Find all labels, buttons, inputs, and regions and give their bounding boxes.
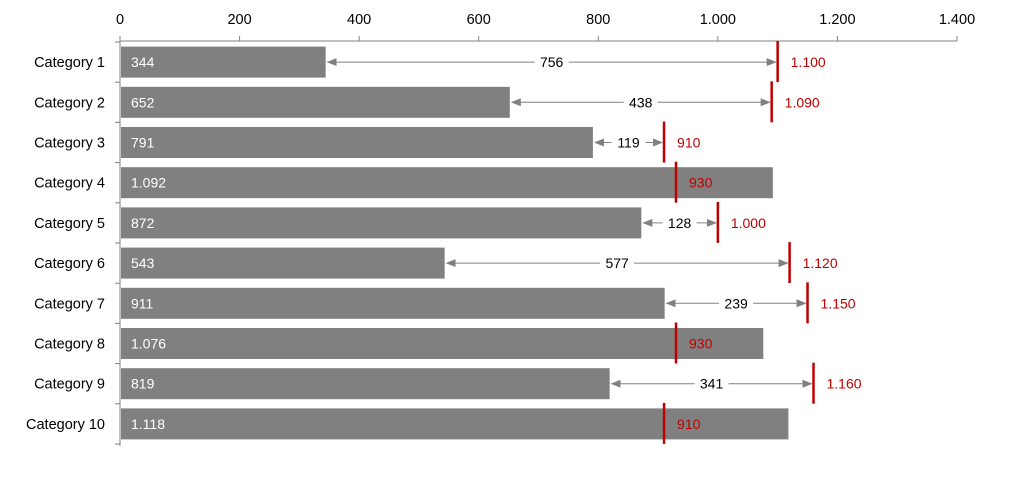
- x-tick-label: 800: [586, 12, 610, 28]
- bar-value-label: 1.076: [131, 336, 166, 352]
- category-label: Category 4: [34, 176, 105, 192]
- bar-value-label: 911: [131, 295, 154, 311]
- bar-value-label: 791: [131, 135, 155, 151]
- category-label: Category 2: [34, 95, 105, 111]
- category-label: Category 7: [34, 296, 105, 312]
- target-label: 1.090: [785, 94, 820, 110]
- target-label: 1.000: [731, 215, 766, 231]
- bar-value-label: 872: [131, 215, 155, 231]
- gap-label: 577: [605, 255, 629, 271]
- x-tick-label: 0: [116, 12, 124, 28]
- category-label: Category 5: [34, 216, 105, 232]
- bar: [121, 408, 789, 440]
- x-tick-label: 1.000: [700, 12, 736, 28]
- bar: [121, 287, 665, 319]
- target-label: 1.120: [803, 255, 838, 271]
- target-label: 910: [677, 416, 701, 432]
- bar-value-label: 652: [131, 94, 155, 110]
- category-label: Category 9: [34, 377, 105, 393]
- category-label: Category 10: [26, 417, 105, 433]
- target-label: 930: [689, 336, 713, 352]
- x-tick-label: 200: [227, 12, 251, 28]
- category-label: Category 6: [34, 256, 105, 272]
- bar-value-label: 1.118: [131, 416, 165, 432]
- bars: 344 652 791 1.092 872 543 911 1.076 819 1.118: [121, 46, 789, 440]
- gap-label-bg: [662, 213, 697, 232]
- bar-value-label: 819: [131, 376, 155, 392]
- gap-label: 119: [617, 135, 640, 151]
- target-label: 930: [689, 175, 713, 191]
- target-label: 910: [677, 135, 701, 151]
- x-tick-label: 1.400: [939, 12, 975, 28]
- target-label: 1.150: [821, 295, 856, 311]
- gap-label-bg: [611, 133, 646, 152]
- x-axis: 0 200 400 600 800 1.000 1.200 1.400: [116, 12, 975, 42]
- bar-value-label: 543: [131, 255, 155, 271]
- gap-label-bg: [694, 374, 729, 393]
- x-tick-label: 600: [467, 12, 491, 28]
- target-label: 1.160: [827, 376, 862, 392]
- bar: [121, 207, 642, 239]
- gap-arrows: 756 438 119 128 577 239 341: [326, 53, 813, 393]
- category-label: Category 1: [34, 55, 105, 71]
- bar-value-label: 1.092: [131, 175, 166, 191]
- bar: [121, 46, 326, 78]
- bar-value-label: 344: [131, 54, 155, 70]
- bar: [121, 86, 510, 118]
- target-markers: 1.100 1.090 910 930 1.000 1.120 1.150 930 1.160 9…: [662, 41, 862, 444]
- gap-label: 756: [540, 54, 564, 70]
- gap-label-bg: [600, 254, 635, 273]
- gap-label-bg: [623, 93, 658, 112]
- bar: [121, 247, 445, 279]
- category-label: Category 3: [34, 136, 105, 152]
- gap-label-bg: [719, 294, 754, 313]
- category-label: Category 8: [34, 337, 105, 353]
- gap-label-bg: [534, 53, 569, 72]
- bar: [121, 368, 610, 400]
- gap-label: 128: [668, 215, 692, 231]
- bar: [121, 328, 764, 359]
- x-tick-label: 400: [347, 12, 371, 28]
- bar: [121, 167, 773, 199]
- gap-label: 341: [700, 376, 724, 392]
- bar: [121, 127, 593, 158]
- category-axis: Category 1 Category 2 Category 3 Category 4…: [26, 41, 121, 446]
- target-label: 1.100: [791, 54, 826, 70]
- gap-label: 239: [724, 295, 748, 311]
- x-tick-label: 1.200: [819, 12, 855, 28]
- gap-label: 438: [629, 94, 653, 110]
